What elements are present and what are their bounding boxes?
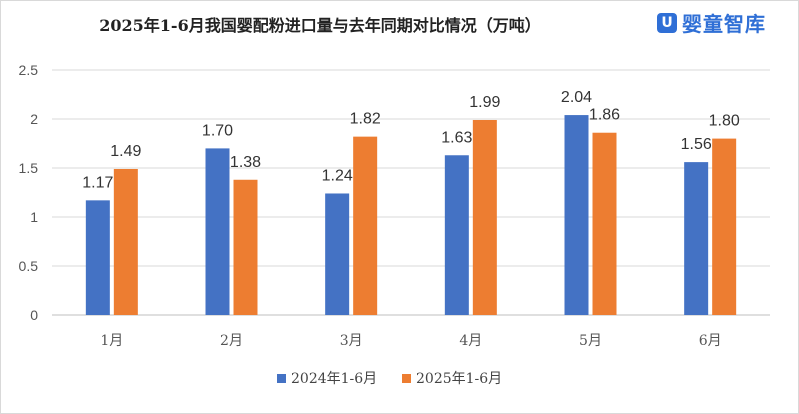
bar-series1: [205, 148, 230, 315]
x-tick-label: 6月: [699, 333, 722, 349]
data-label: 1.56: [681, 136, 712, 153]
bar-series2: [712, 138, 737, 315]
legend-swatch: [402, 374, 411, 383]
data-label: 1.99: [469, 94, 500, 111]
data-label: 1.70: [202, 122, 233, 139]
y-tick-label: 2.5: [19, 62, 39, 78]
bar-series2: [113, 168, 138, 315]
x-tick-label: 5月: [579, 333, 602, 349]
bar-series2: [472, 119, 497, 315]
data-label: 1.49: [110, 143, 141, 160]
y-tick-label: 2: [30, 111, 38, 127]
bar-series2: [592, 132, 617, 315]
data-label: 1.63: [441, 129, 472, 146]
x-tick-label: 4月: [459, 333, 482, 349]
bar-series1: [564, 115, 589, 315]
y-tick-label: 1.5: [19, 160, 39, 176]
legend: 2024年1-6月 2025年1-6月: [277, 371, 502, 387]
legend-label: 2025年1-6月: [416, 371, 502, 387]
data-label: 1.82: [350, 111, 381, 128]
x-axis-categories: 1月 2月 3月 4月 5月 6月: [100, 333, 721, 349]
data-label: 1.80: [709, 113, 740, 130]
bar-series1: [684, 162, 709, 315]
bar-series2: [353, 136, 378, 315]
data-label: 1.38: [230, 154, 261, 171]
brand-logo: U 婴童智库: [657, 8, 766, 37]
bar-series1: [325, 193, 350, 315]
brand-logo-icon: U: [657, 12, 677, 33]
x-tick-label: 1月: [100, 333, 123, 349]
y-tick-label: 0.5: [19, 258, 39, 274]
data-label: 1.24: [322, 167, 353, 184]
gridlines: [52, 69, 770, 316]
data-labels: 1.17 1.49 1.70 1.38 1.24 1.82 1.63 1.99 2.041.86…: [82, 89, 740, 191]
y-tick-label: 0: [30, 307, 38, 323]
legend-swatch: [277, 374, 286, 383]
bars: [85, 115, 737, 315]
x-tick-label: 3月: [340, 333, 363, 349]
data-label: 1.17: [82, 174, 113, 191]
bar-series2: [233, 179, 258, 315]
bar-series1: [85, 200, 110, 315]
y-axis-ticks: 0 0.5 1 1.5 2 2.5: [19, 62, 39, 323]
bar-series1: [444, 155, 469, 315]
chart-title: 2025年1-6月我国婴配粉进口量与去年同期对比情况（万吨）: [99, 16, 541, 35]
y-tick-label: 1: [30, 209, 38, 225]
data-label: 1.86: [589, 107, 620, 124]
x-tick-label: 2月: [220, 333, 243, 349]
legend-label: 2024年1-6月: [291, 371, 377, 387]
brand-logo-text: 婴童智库: [682, 12, 766, 36]
data-label: 2.04: [561, 89, 592, 106]
